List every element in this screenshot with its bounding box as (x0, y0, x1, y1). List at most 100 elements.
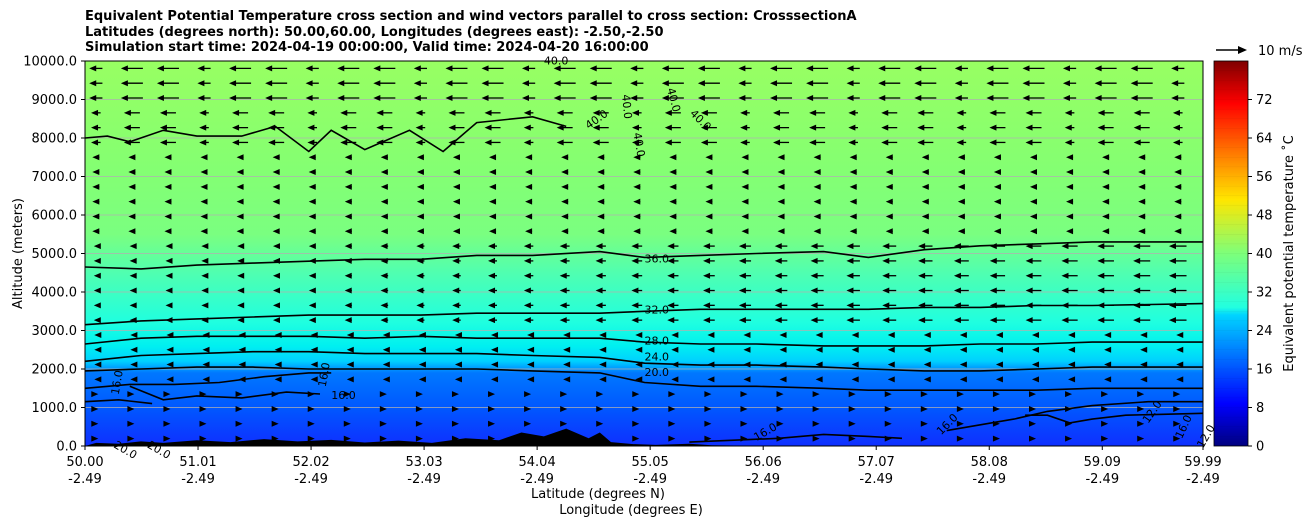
wind-vector-head (199, 420, 207, 427)
wind-vector-head (738, 243, 746, 250)
wind-vector-head (163, 405, 171, 412)
wind-vector-head (197, 65, 205, 72)
wind-vector-head (94, 361, 102, 368)
wind-vector-head (343, 405, 351, 412)
wind-vector-head (416, 243, 424, 250)
wind-vector-head (1025, 272, 1033, 279)
contour-label: 28.0 (645, 334, 670, 347)
wind-vector-head (1068, 376, 1076, 383)
wind-vector-head (164, 213, 172, 220)
wind-vector-head (1029, 169, 1037, 176)
wind-vector-head (878, 95, 886, 102)
wind-vector-head (166, 331, 174, 338)
wind-vector-head (813, 198, 821, 205)
x-tick-label-lat: 55.05 (632, 455, 669, 470)
wind-vector-head (232, 124, 240, 131)
wind-vector-head (921, 198, 929, 205)
wind-vector-head (632, 391, 640, 398)
wind-vector-head (599, 361, 607, 368)
wind-vector-head (992, 391, 1000, 398)
wind-vector-head (1097, 272, 1105, 279)
wind-vector-head (416, 154, 424, 161)
wind-vector-head (382, 376, 390, 383)
wind-vector-head (959, 376, 967, 383)
x-tick-label-lat: 51.01 (179, 455, 216, 470)
wind-vector-head (632, 435, 640, 442)
wind-vector-head (953, 287, 961, 294)
wind-vector-head (661, 95, 669, 102)
wind-vector-head (1025, 302, 1033, 309)
wind-vector-head (415, 405, 423, 412)
wind-vector-head (484, 139, 492, 146)
colorbar-tick-label: 0 (1256, 440, 1264, 455)
wind-vector-head (1101, 435, 1109, 442)
wind-vector-head (1133, 272, 1141, 279)
wind-vector-head (743, 376, 751, 383)
wind-vector-head (481, 65, 489, 72)
wind-vector-head (597, 213, 605, 220)
wind-vector-head (237, 302, 245, 309)
wind-vector-head (703, 287, 711, 294)
wind-vector-head (553, 80, 561, 87)
wind-vector-head (165, 272, 173, 279)
wind-vector-head (448, 109, 456, 116)
wind-vector-head (127, 420, 135, 427)
wind-vector-head (812, 405, 820, 412)
wind-vector-head (989, 257, 997, 264)
wind-vector-head (201, 257, 209, 264)
wind-vector-head (1022, 95, 1030, 102)
wind-vector-head (274, 361, 282, 368)
wind-vector-head (274, 376, 282, 383)
wind-vector-head (129, 317, 137, 324)
wind-vector-head (308, 183, 316, 190)
wind-vector-head (704, 391, 712, 398)
wind-vector-head (923, 346, 931, 353)
wind-vector-head (1174, 183, 1182, 190)
wind-vector-head (94, 331, 102, 338)
wind-vector-head (885, 213, 893, 220)
terrain (85, 428, 1203, 446)
contour-label: 16.0 (331, 389, 356, 402)
wind-vector-head (661, 80, 669, 87)
wind-vector-head (308, 154, 316, 161)
wind-vector-head (631, 302, 639, 309)
wind-vector-head (1094, 80, 1102, 87)
wind-vector-head (128, 169, 136, 176)
wind-vector-head (1171, 95, 1179, 102)
wind-vector-head (740, 420, 748, 427)
wind-vector-head (91, 139, 99, 146)
wind-vector-head (595, 257, 603, 264)
wind-vector-head (631, 124, 639, 131)
wind-vector-head (1173, 391, 1181, 398)
wind-vector-head (163, 420, 171, 427)
contour-line-20 (689, 433, 903, 443)
wind-vector-head (525, 183, 533, 190)
wind-vector-head (779, 376, 787, 383)
wind-vector-head (344, 169, 352, 176)
wind-vector-head (272, 183, 280, 190)
wind-vector-head (1094, 95, 1102, 102)
wind-vector-head (92, 169, 100, 176)
wind-vector-head (631, 109, 639, 116)
wind-vector-head (1130, 80, 1138, 87)
wind-vector-head (812, 435, 820, 442)
wind-vector-head (1173, 405, 1181, 412)
wind-vector-head (560, 405, 568, 412)
wind-vector-head (1102, 228, 1110, 235)
wind-vector-head (1130, 95, 1138, 102)
wind-vector-head (957, 169, 965, 176)
wind-vector-head (202, 376, 210, 383)
wind-vector-head (308, 287, 316, 294)
wind-vector-head (1137, 391, 1145, 398)
wind-vector-head (630, 80, 638, 87)
wind-vector-head (308, 272, 316, 279)
wind-vector-head (452, 287, 460, 294)
wind-vector-head (452, 154, 460, 161)
wind-vector-head (738, 65, 746, 72)
wind-vector-head (165, 243, 173, 250)
wind-vector-head (236, 183, 244, 190)
wind-vector-head (237, 317, 245, 324)
wind-vector-head (918, 287, 926, 294)
wind-vector-head (1138, 198, 1146, 205)
colorbar-ticks: 0 8 16 24 32 40 48 56 64 72 (1248, 93, 1273, 455)
